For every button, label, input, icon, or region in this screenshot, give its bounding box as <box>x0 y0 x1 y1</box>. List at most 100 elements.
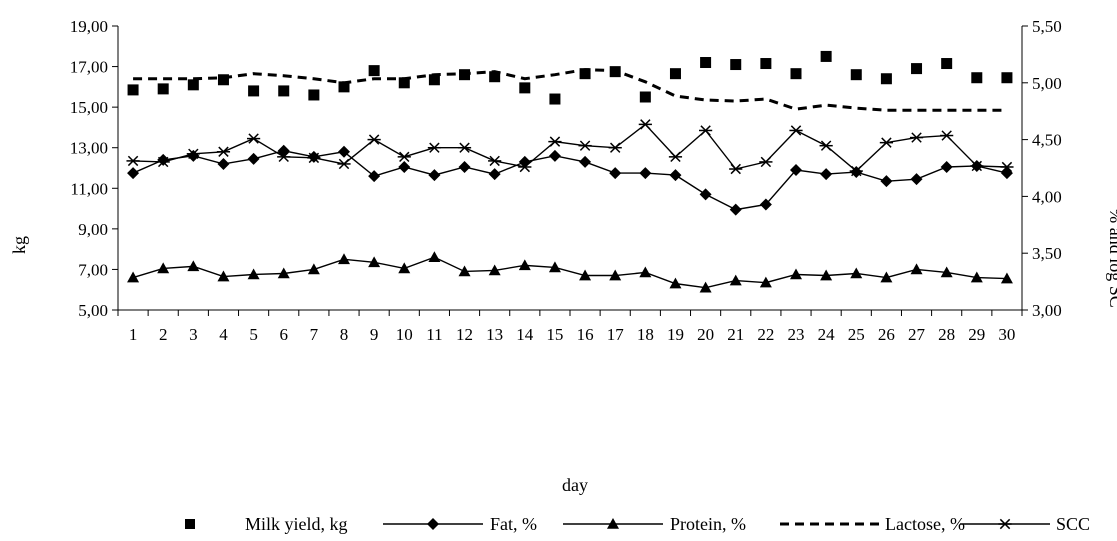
data-point-fat <box>820 168 833 181</box>
series-lactose <box>133 68 1007 112</box>
asterisk-stroke <box>640 119 651 130</box>
asterisk-stroke <box>459 142 470 153</box>
asterisk-stroke <box>278 151 289 163</box>
data-point-protein <box>970 271 983 283</box>
data-point-fat <box>609 167 622 180</box>
x-axis-title: day <box>562 475 588 495</box>
asterisk-stroke <box>127 155 139 167</box>
right-tick-label: 3,50 <box>1032 244 1062 263</box>
data-point-milk-yield <box>639 91 651 103</box>
x-tick-label: 1 <box>129 325 138 344</box>
data-point-scc <box>247 133 261 144</box>
data-point-fat <box>157 153 170 166</box>
data-point-scc <box>156 156 170 168</box>
data-point-fat <box>398 160 411 173</box>
data-point-protein <box>338 253 350 265</box>
legend: Milk yield, kg Fat, % Protein, % Lactose, %… <box>185 514 1090 534</box>
data-point-milk-yield <box>941 58 953 70</box>
data-point-protein <box>398 262 411 274</box>
data-point-scc <box>126 155 140 167</box>
left-tick-label: 9,00 <box>78 220 108 239</box>
asterisk-stroke <box>760 156 772 168</box>
data-point-milk-yield <box>700 57 712 69</box>
data-point-fat <box>338 145 350 158</box>
legend-item-milk-yield: Milk yield, kg <box>185 514 348 534</box>
legend-label-milk-yield: Milk yield, kg <box>245 514 348 534</box>
series-line-scc <box>133 123 1007 172</box>
data-point-protein <box>880 271 893 283</box>
x-tick-label: 26 <box>878 325 895 344</box>
data-point-milk-yield <box>489 71 501 83</box>
data-point-protein <box>609 269 622 281</box>
data-point-fat <box>759 198 772 211</box>
x-tick-label: 22 <box>757 325 774 344</box>
data-point-fat <box>699 188 712 201</box>
data-point-scc <box>548 136 562 147</box>
data-point-protein <box>850 267 863 279</box>
data-point-fat <box>548 149 561 162</box>
data-point-milk-yield <box>579 68 591 80</box>
x-tick-label: 3 <box>189 325 198 344</box>
asterisk-stroke <box>820 140 832 151</box>
data-point-fat <box>579 155 592 168</box>
data-point-milk-yield <box>790 68 802 80</box>
legend-item-scc: SCC <box>960 514 1090 534</box>
data-point-protein <box>368 256 381 268</box>
data-point-scc <box>759 156 773 168</box>
data-point-protein <box>579 269 592 281</box>
asterisk-stroke <box>549 136 561 147</box>
series-line-fat <box>132 150 1008 211</box>
data-point-scc <box>879 137 893 148</box>
x-tick-label: 4 <box>219 325 228 344</box>
data-point-protein <box>217 270 230 282</box>
data-point-fat <box>790 164 802 177</box>
asterisk-stroke <box>670 151 681 163</box>
series-scc <box>126 119 1014 177</box>
data-point-scc <box>488 155 502 167</box>
data-point-scc <box>668 151 683 163</box>
data-point-fat <box>368 170 381 183</box>
legend-item-lactose: Lactose, % <box>780 514 965 534</box>
data-point-fat <box>127 167 140 180</box>
data-point-scc <box>729 163 743 175</box>
data-point-fat <box>1000 167 1013 180</box>
asterisk-stroke <box>941 130 952 141</box>
series-layer <box>126 50 1014 293</box>
data-point-scc <box>427 142 441 153</box>
data-point-fat <box>428 169 441 182</box>
left-tick-label: 19,00 <box>70 17 108 36</box>
data-point-protein <box>940 266 953 278</box>
data-point-scc <box>337 158 351 170</box>
data-point-scc <box>970 160 984 172</box>
data-point-scc <box>457 142 472 153</box>
data-point-protein <box>458 265 471 277</box>
data-point-protein <box>127 271 140 283</box>
data-point-scc <box>367 134 381 145</box>
x-tick-label: 30 <box>998 325 1015 344</box>
data-point-milk-yield <box>428 74 440 86</box>
right-axis: 3,00 3,50 4,00 4,50 5,00 5,50 <box>1022 17 1062 320</box>
legend-marker-protein <box>607 518 619 529</box>
data-point-fat <box>940 160 953 173</box>
data-point-scc <box>849 165 863 177</box>
data-point-protein <box>1000 272 1013 284</box>
data-point-protein <box>428 251 441 263</box>
data-point-milk-yield <box>368 65 380 77</box>
data-point-protein <box>639 266 652 278</box>
legend-marker-scc <box>998 518 1012 530</box>
data-point-fat <box>247 152 260 165</box>
data-point-milk-yield <box>217 74 229 86</box>
x-tick-label: 12 <box>456 325 473 344</box>
right-tick-label: 5,00 <box>1032 74 1062 93</box>
data-point-scc <box>397 151 411 163</box>
data-point-milk-yield <box>338 81 350 93</box>
asterisk-stroke <box>308 152 320 164</box>
data-point-milk-yield <box>248 85 260 97</box>
x-tick-label: 20 <box>697 325 714 344</box>
asterisk-stroke <box>881 137 892 148</box>
data-point-scc <box>186 148 200 160</box>
x-axis: 1 2 3 4 5 6 7 8 9 10 11 12 13 14 15 16 17 18 19 20 21 22 23 24 2… <box>117 310 1023 344</box>
data-point-milk-yield <box>549 93 561 105</box>
asterisk-stroke <box>700 125 711 136</box>
data-point-scc <box>819 140 833 151</box>
